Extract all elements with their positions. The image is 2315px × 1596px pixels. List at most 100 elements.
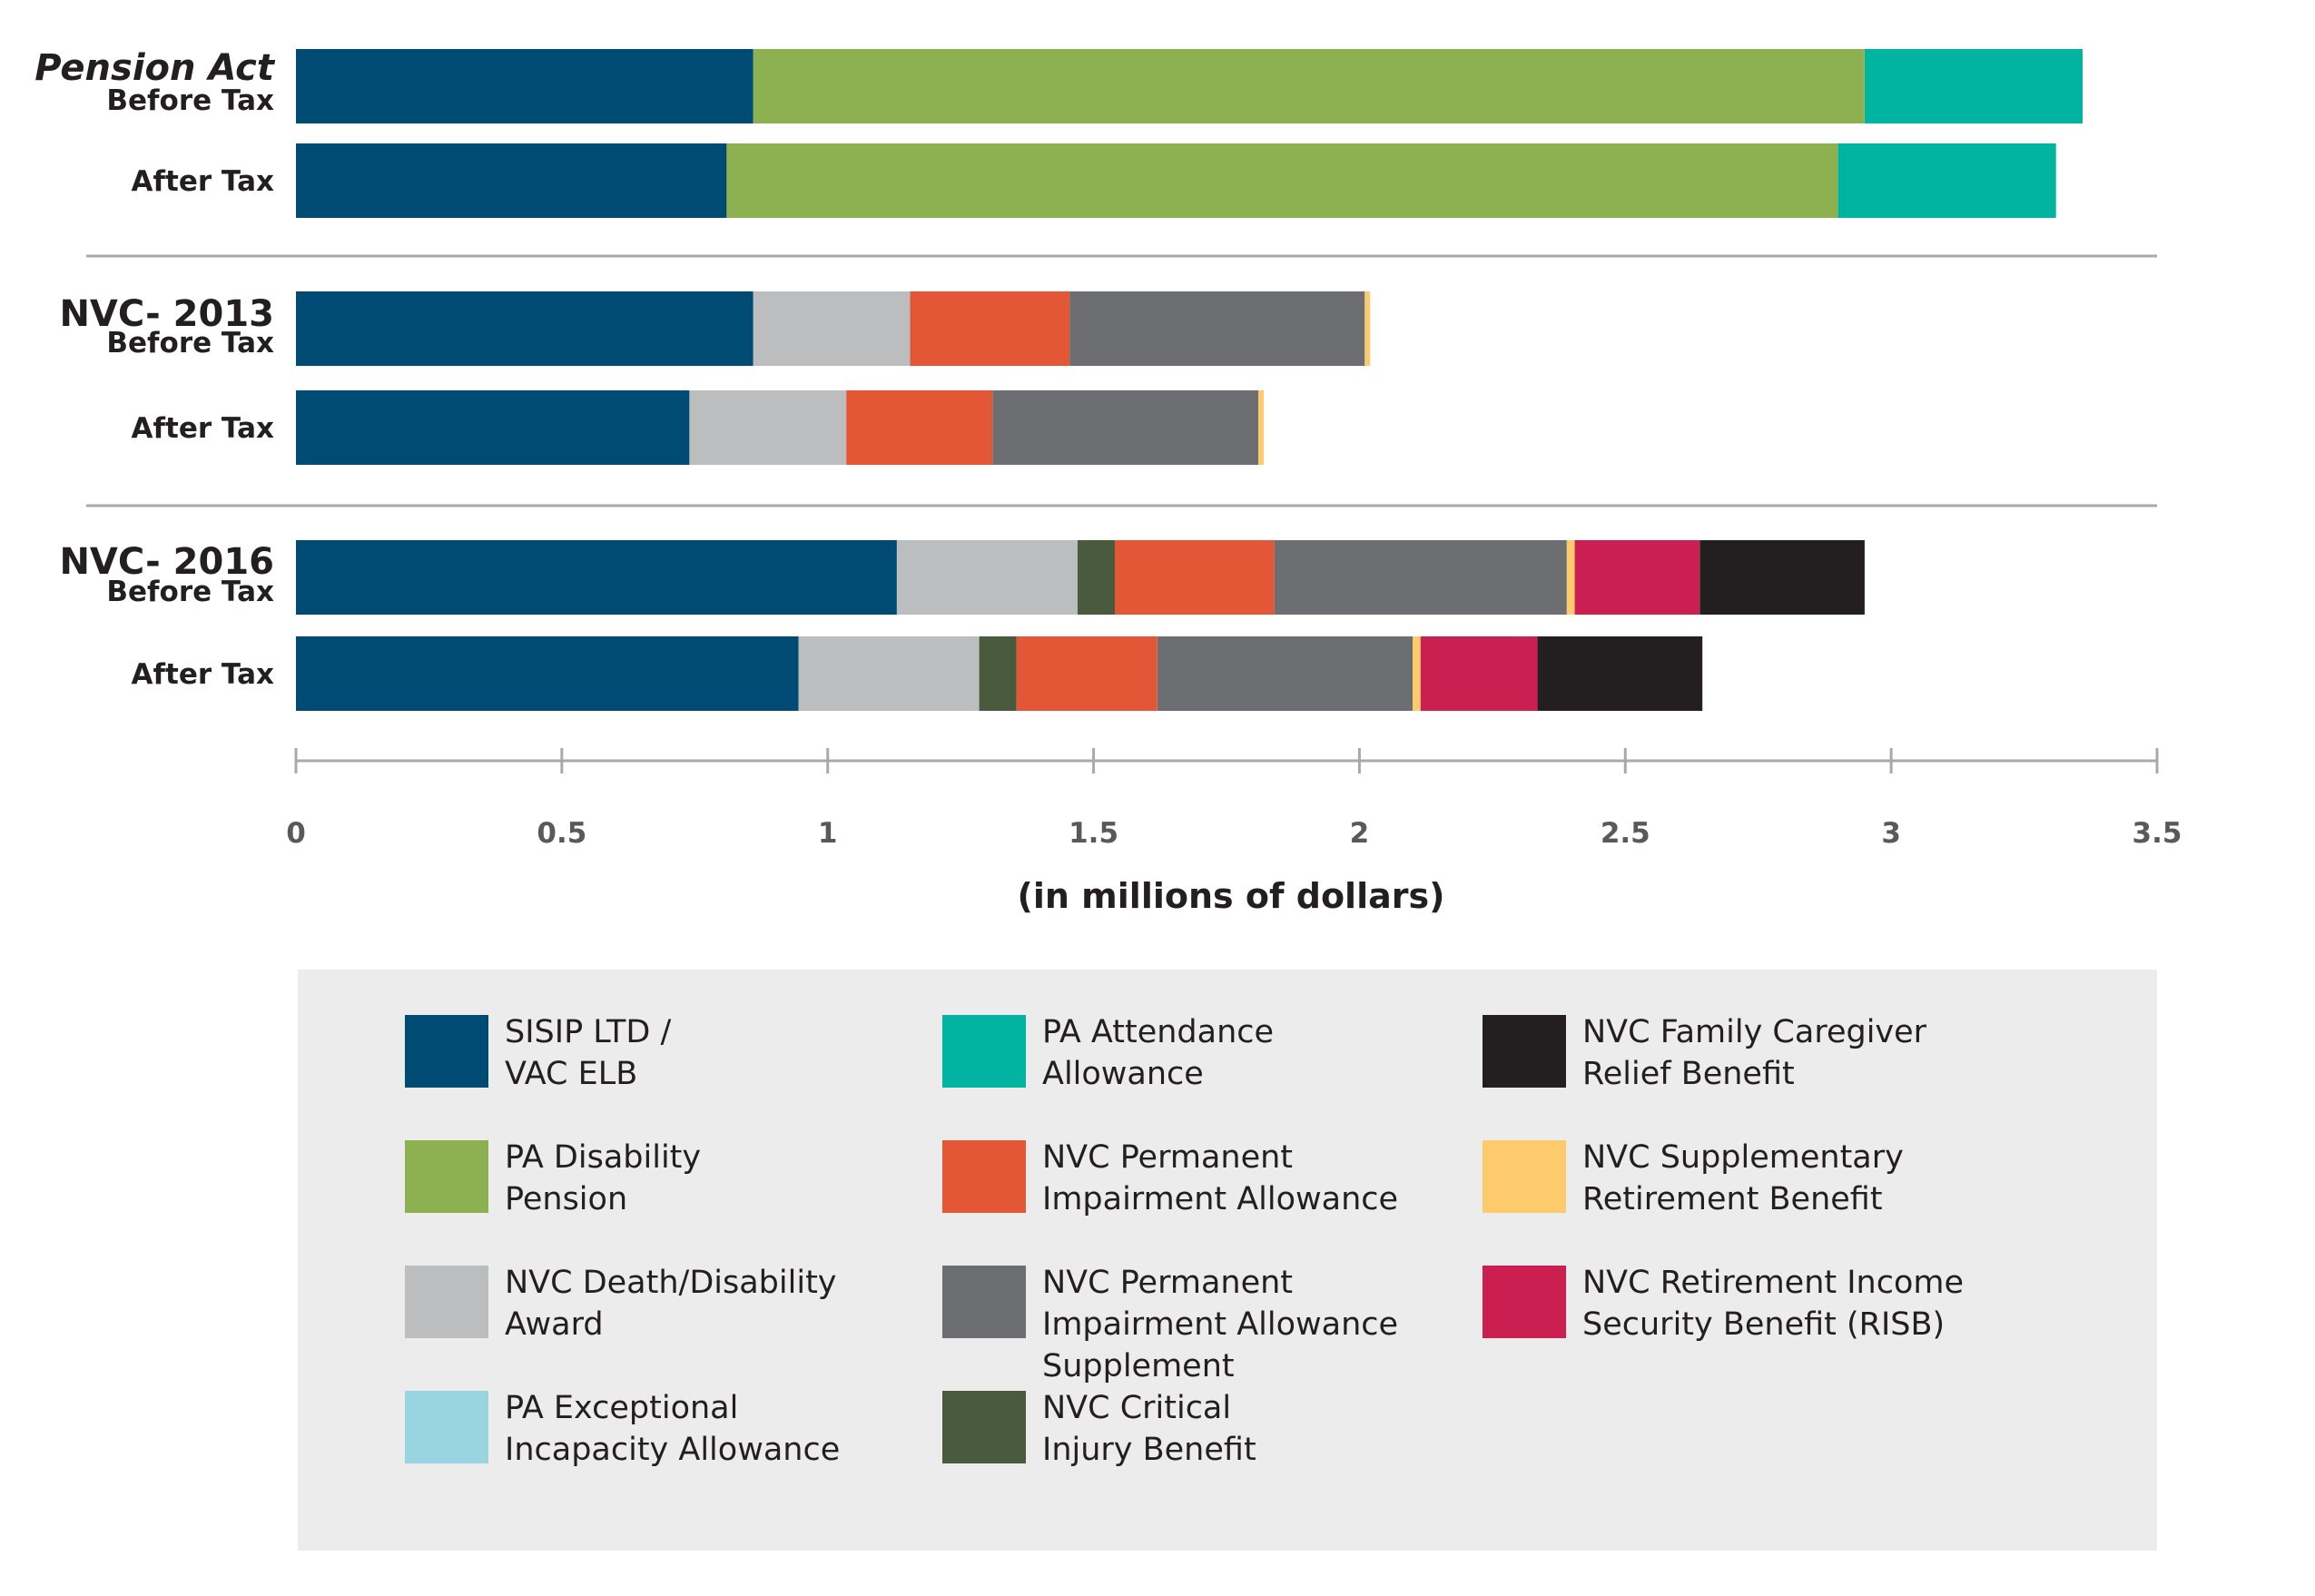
legend-swatch: [942, 1391, 1026, 1463]
legend-label-line: Incapacity Allowance: [505, 1432, 841, 1468]
bar-segment-nvc-cib: [1078, 540, 1115, 615]
legend-label: PA Attendance Allowance: [1042, 1011, 1469, 1095]
bar-segment-nvc-pia: [1115, 540, 1275, 615]
bar-label: After Tax: [132, 165, 274, 198]
bar-segment-nvc-death: [798, 636, 980, 711]
legend-swatch: [942, 1015, 1026, 1088]
x-tick-label: 3.5: [2133, 817, 2182, 850]
x-axis: 0 0.5 1 1.5 2 2.5 3 3.5: [286, 748, 2182, 850]
bar-segment-nvc-cib: [979, 636, 1017, 711]
bar-label: After Tax: [132, 658, 274, 691]
bars-layer: [296, 49, 2083, 711]
x-axis-title: (in millions of dollars): [1018, 876, 1445, 916]
x-tick-label: 0.5: [537, 817, 586, 850]
bar-segment-nvc-pias: [1157, 636, 1413, 711]
group-title: NVC- 2016: [59, 541, 274, 583]
x-tick-label: 3: [1881, 817, 1901, 850]
x-tick-label: 2.5: [1601, 817, 1650, 850]
legend-label-line: Relief Benefit: [1582, 1056, 1795, 1092]
bar-segment-nvc-risb: [1574, 540, 1700, 615]
bar-segment-pa-disability: [726, 143, 1838, 218]
legend: SISIP LTD / VAC ELB PA Disability Pension NV…: [298, 970, 2157, 1551]
legend-label-line: Injury Benefit: [1042, 1432, 1256, 1468]
legend-label-line: Allowance: [1042, 1056, 1204, 1092]
x-tick-label: 1.5: [1069, 817, 1118, 850]
legend-label-line: Security Benefit (RISB): [1582, 1306, 1946, 1343]
legend-label-line: Pension: [505, 1181, 628, 1217]
bar-segment-sisip: [296, 540, 897, 615]
bar-segment-nvc-srb: [1364, 291, 1371, 366]
bar-segment-sisip: [296, 390, 690, 465]
bar-segment-nvc-fcrb: [1699, 540, 1865, 615]
legend-swatch: [1483, 1140, 1566, 1213]
bar-segment-nvc-srb: [1258, 390, 1264, 465]
bar-segment-sisip: [296, 291, 754, 366]
legend-label-line: VAC ELB: [505, 1056, 638, 1092]
legend-label: NVC Death/Disability Award: [505, 1262, 931, 1345]
legend-label: NVC Permanent Impairment Allowance Supplem…: [1042, 1262, 1469, 1387]
group-separators: [86, 254, 2157, 507]
bar-segment-nvc-death: [689, 390, 847, 465]
legend-label-line: Impairment Allowance: [1042, 1306, 1399, 1343]
group-title: NVC- 2013: [59, 293, 274, 335]
bar-label: After Tax: [132, 412, 274, 445]
bar-segment-sisip: [296, 636, 799, 711]
legend-label: PA Exceptional Incapacity Allowance: [505, 1387, 931, 1471]
legend-label-line: NVC Retirement Income: [1582, 1265, 1965, 1301]
legend-label-line: NVC Family Caregiver: [1582, 1014, 1927, 1050]
bar-segment-nvc-fcrb: [1537, 636, 1703, 711]
legend-label: NVC Family Caregiver Relief Benefit: [1582, 1011, 2009, 1095]
legend-label-line: PA Exceptional: [505, 1390, 739, 1426]
legend-swatch: [942, 1140, 1026, 1213]
legend-label-line: NVC Critical: [1042, 1390, 1232, 1426]
legend-swatch: [405, 1266, 488, 1338]
bar-segment-sisip: [296, 143, 727, 218]
legend-swatch: [1483, 1266, 1566, 1338]
bar-label: Before Tax: [106, 327, 274, 360]
legend-label-line: Retirement Benefit: [1582, 1181, 1883, 1217]
legend-label-line: PA Disability: [505, 1139, 702, 1176]
legend-label-line: Impairment Allowance: [1042, 1181, 1399, 1217]
legend-label-line: Supplement: [1042, 1348, 1235, 1384]
bar-segment-pa-attendance: [1864, 49, 2083, 123]
bar-segment-nvc-srb: [1413, 636, 1421, 711]
bar-segment-nvc-death: [896, 540, 1078, 615]
x-tick-label: 2: [1350, 817, 1370, 850]
x-tick-label: 1: [818, 817, 838, 850]
legend-swatch: [405, 1140, 488, 1213]
bar-segment-nvc-pia: [910, 291, 1070, 366]
bar-segment-sisip: [296, 49, 754, 123]
bar-label: Before Tax: [106, 576, 274, 608]
bar-segment-nvc-pias: [992, 390, 1259, 465]
legend-label: NVC Permanent Impairment Allowance: [1042, 1137, 1469, 1220]
legend-swatch: [405, 1015, 488, 1088]
legend-label: PA Disability Pension: [505, 1137, 931, 1220]
bar-segment-nvc-risb: [1420, 636, 1538, 711]
bar-segment-nvc-death: [753, 291, 911, 366]
legend-label-line: Award: [505, 1306, 604, 1343]
legend-label: NVC Retirement Income Security Benefit (R…: [1582, 1262, 2009, 1345]
bar-segment-nvc-pias: [1069, 291, 1365, 366]
bar-segment-nvc-pias: [1274, 540, 1567, 615]
legend-label-line: NVC Permanent: [1042, 1265, 1294, 1301]
legend-swatch: [405, 1391, 488, 1463]
bar-segment-pa-disability: [753, 49, 1865, 123]
bar-segment-nvc-pia: [846, 390, 993, 465]
group-title: Pension Act: [34, 47, 276, 89]
legend-label: NVC Critical Injury Benefit: [1042, 1387, 1469, 1471]
legend-label: SISIP LTD / VAC ELB: [505, 1011, 931, 1095]
legend-swatch: [1483, 1015, 1566, 1088]
x-tick-label: 0: [286, 817, 306, 850]
bar-label: Before Tax: [106, 84, 274, 117]
legend-label-line: PA Attendance: [1042, 1014, 1275, 1050]
legend-swatch: [942, 1266, 1026, 1338]
legend-label: NVC Supplementary Retirement Benefit: [1582, 1137, 2009, 1220]
legend-label-line: NVC Supplementary: [1582, 1139, 1904, 1176]
bar-segment-nvc-pia: [1016, 636, 1158, 711]
legend-label-line: NVC Permanent: [1042, 1139, 1294, 1176]
legend-label-line: SISIP LTD /: [505, 1014, 672, 1050]
bar-segment-nvc-srb: [1566, 540, 1575, 615]
legend-label-line: NVC Death/Disability: [505, 1265, 837, 1301]
